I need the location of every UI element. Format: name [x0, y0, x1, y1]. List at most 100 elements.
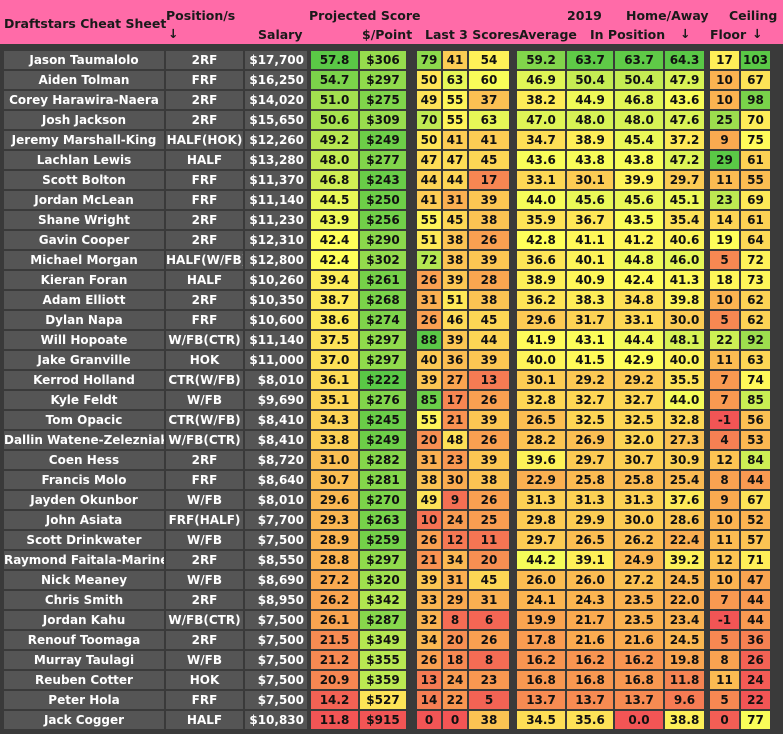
- cell-l1: 26: [417, 271, 441, 289]
- cell-salary: $12,310: [245, 231, 307, 249]
- cell-proj: 27.2: [311, 571, 358, 589]
- cell-inpos: 26.0: [567, 571, 613, 589]
- cell-salary: $12,260: [245, 131, 307, 149]
- cell-l2: 44: [443, 171, 467, 189]
- position-header: Position/s: [166, 8, 236, 23]
- cell-name: Scott Drinkwater: [4, 531, 164, 549]
- cell-l2: 63: [443, 71, 467, 89]
- cell-floor: 10: [710, 91, 739, 109]
- cell-l1: 79: [417, 51, 441, 69]
- cell-floor: 8: [710, 471, 739, 489]
- cell-inpos: 41.1: [567, 231, 613, 249]
- cell-name: Shane Wright: [4, 211, 164, 229]
- cell-ha: 42.9: [615, 351, 663, 369]
- cell-floor: 9: [710, 491, 739, 509]
- cell-proj: 38.7: [311, 291, 358, 309]
- cell-salary: $8,690: [245, 571, 307, 589]
- cell-ceil: 98: [741, 91, 770, 109]
- column-separator: [509, 44, 513, 734]
- cell-inpos: 40.1: [567, 251, 613, 269]
- cell-l2: 46: [443, 311, 467, 329]
- cell-pos: W/FB: [166, 391, 243, 409]
- cell-floor: 10: [710, 291, 739, 309]
- cell-ceil: 57: [741, 531, 770, 549]
- cell-salary: $10,350: [245, 291, 307, 309]
- cell-name: Jayden Okunbor: [4, 491, 164, 509]
- ceiling-header: Ceiling: [729, 8, 778, 23]
- cell-floor: 5: [710, 631, 739, 649]
- cell-ceil: 22: [741, 691, 770, 709]
- cell-ha: 32.7: [615, 391, 663, 409]
- cell-pos: W/FB: [166, 571, 243, 589]
- cell-avg: 17.8: [517, 631, 565, 649]
- cell-ceil: 63: [741, 351, 770, 369]
- cell-l1: 55: [417, 411, 441, 429]
- cell-inpos: 38.9: [567, 131, 613, 149]
- cell-inpos: 32.7: [567, 391, 613, 409]
- cell-ppp: $306: [360, 51, 406, 69]
- cell-ha: 33.1: [615, 311, 663, 329]
- cell-l3: 39: [469, 251, 509, 269]
- cell-ha: 46.8: [615, 91, 663, 109]
- cell-l3: 39: [469, 411, 509, 429]
- cell-name: Kerrod Holland: [4, 371, 164, 389]
- cell-avg: 26.5: [517, 411, 565, 429]
- position-sort-arrow[interactable]: ↓: [168, 26, 179, 41]
- cell-avg: 26.0: [517, 571, 565, 589]
- cell-ha: 43.8: [615, 151, 663, 169]
- cell-inpos: 43.8: [567, 151, 613, 169]
- cell-ha: 30.0: [615, 511, 663, 529]
- cell-floor: -1: [710, 411, 739, 429]
- cell-proj: 51.0: [311, 91, 358, 109]
- cell-l3: 38: [469, 471, 509, 489]
- cell-ha2: 19.8: [665, 651, 704, 669]
- ceiling-sort-arrow[interactable]: ↓: [752, 26, 763, 41]
- cell-ceil: 73: [741, 271, 770, 289]
- cell-salary: $7,500: [245, 531, 307, 549]
- cell-avg: 16.2: [517, 651, 565, 669]
- cell-proj: 46.8: [311, 171, 358, 189]
- cell-inpos: 35.6: [567, 711, 613, 729]
- cell-inpos: 31.3: [567, 491, 613, 509]
- cell-avg: 46.9: [517, 71, 565, 89]
- cell-l2: 39: [443, 331, 467, 349]
- cell-floor: 11: [710, 671, 739, 689]
- cell-ceil: 61: [741, 211, 770, 229]
- cell-pos: 2RF: [166, 211, 243, 229]
- cell-l2: 55: [443, 111, 467, 129]
- cell-ha: 23.5: [615, 611, 663, 629]
- cell-l3: 26: [469, 631, 509, 649]
- cell-l3: 37: [469, 91, 509, 109]
- cell-l2: 27: [443, 371, 467, 389]
- cell-floor: 25: [710, 111, 739, 129]
- cell-proj: 21.2: [311, 651, 358, 669]
- cell-pos: W/FB: [166, 491, 243, 509]
- cell-ppp: $261: [360, 271, 406, 289]
- cell-ppp: $915: [360, 711, 406, 729]
- cell-inpos: 30.1: [567, 171, 613, 189]
- cell-l1: 72: [417, 251, 441, 269]
- cell-ppp: $297: [360, 331, 406, 349]
- cell-avg: 44.0: [517, 191, 565, 209]
- cell-ppp: $342: [360, 591, 406, 609]
- cell-floor: 11: [710, 171, 739, 189]
- cell-pos: 2RF: [166, 91, 243, 109]
- cell-l1: 41: [417, 191, 441, 209]
- cell-inpos: 41.5: [567, 351, 613, 369]
- cell-avg: 36.2: [517, 291, 565, 309]
- cell-pos: W/FB: [166, 531, 243, 549]
- cell-ppp: $355: [360, 651, 406, 669]
- cell-floor: 18: [710, 271, 739, 289]
- cell-l2: 38: [443, 251, 467, 269]
- cell-ha: 21.6: [615, 631, 663, 649]
- cell-ppp: $245: [360, 411, 406, 429]
- cell-avg: 28.2: [517, 431, 565, 449]
- cell-avg: 29.8: [517, 511, 565, 529]
- cell-salary: $10,830: [245, 711, 307, 729]
- cell-inpos: 50.4: [567, 71, 613, 89]
- cell-inpos: 29.9: [567, 511, 613, 529]
- cell-salary: $7,500: [245, 611, 307, 629]
- home-away-sort-arrow[interactable]: ↓: [680, 26, 691, 41]
- cell-l1: 21: [417, 551, 441, 569]
- cell-pos: 2RF: [166, 631, 243, 649]
